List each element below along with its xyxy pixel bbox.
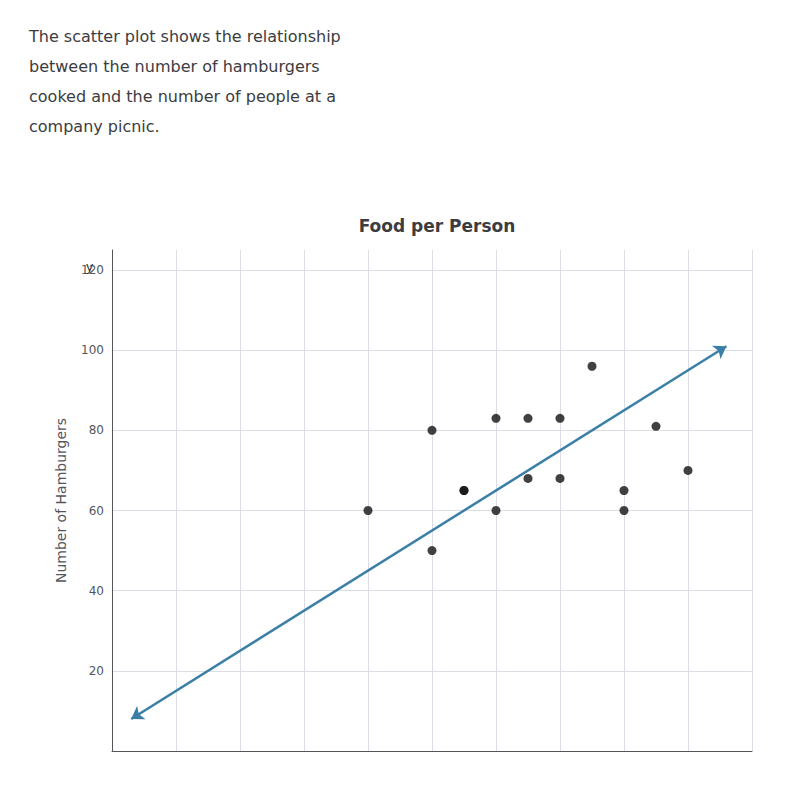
svg-text:company picnic.: company picnic. bbox=[29, 117, 160, 136]
svg-text:Number of Hamburgers: Number of Hamburgers bbox=[53, 418, 69, 583]
svg-text:120: 120 bbox=[81, 263, 104, 277]
svg-text:100: 100 bbox=[81, 343, 104, 357]
svg-text:80: 80 bbox=[89, 423, 104, 437]
svg-text:Food per Person: Food per Person bbox=[359, 216, 516, 236]
svg-text:y: y bbox=[86, 259, 94, 274]
svg-text:60: 60 bbox=[89, 504, 104, 518]
svg-text:40: 40 bbox=[89, 584, 104, 598]
svg-text:between the number of hamburge: between the number of hamburgers bbox=[29, 57, 320, 76]
svg-text:The scatter plot shows the rel: The scatter plot shows the relationship bbox=[28, 27, 341, 46]
svg-text:cooked and the number of peopl: cooked and the number of people at a bbox=[29, 87, 336, 106]
svg-text:20: 20 bbox=[89, 664, 104, 678]
